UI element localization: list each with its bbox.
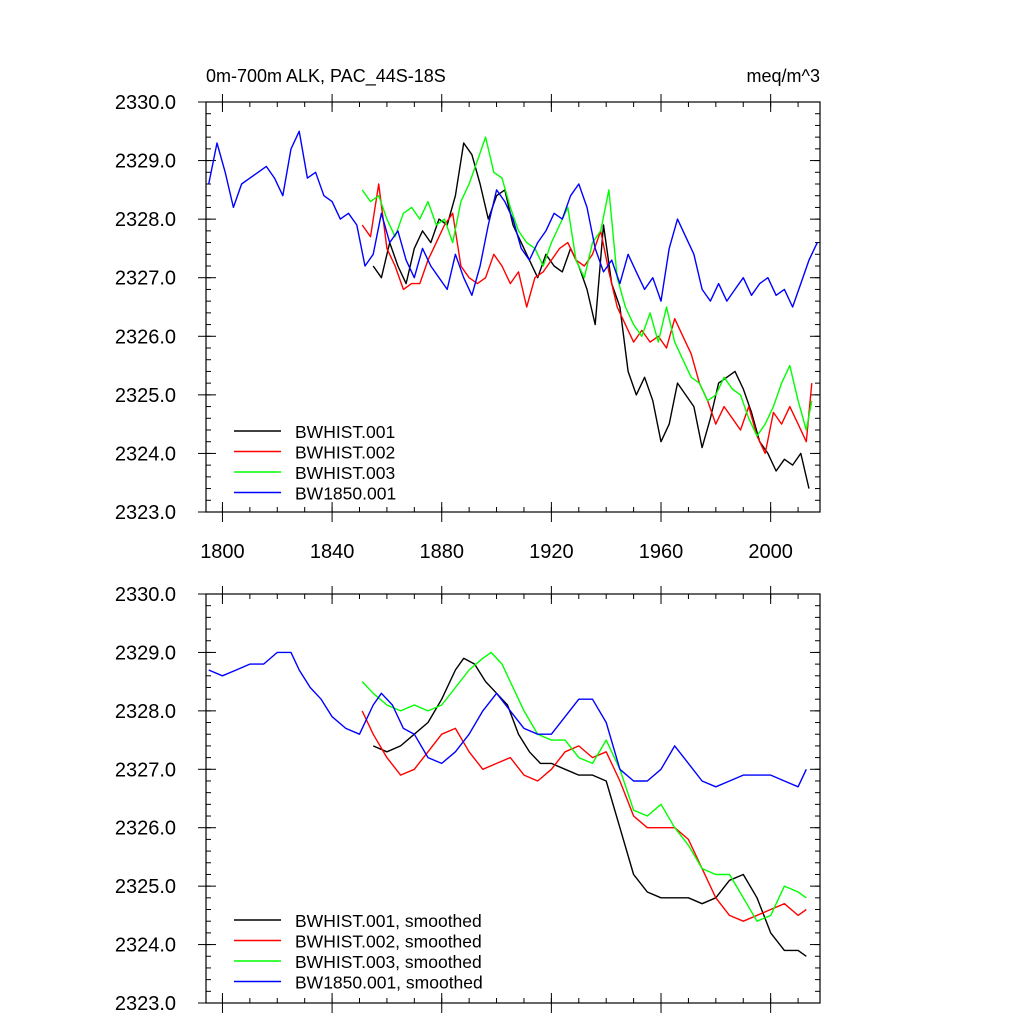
- bottom-y-tick-label: 2328.0: [115, 701, 176, 723]
- top-plot-frame: [205, 101, 821, 513]
- top-x-tick-label: 1960: [639, 541, 684, 563]
- bottom-legend-label-1: BWHIST.001, smoothed: [295, 911, 482, 931]
- bottom-y-tick-label: 2327.0: [115, 759, 176, 781]
- bottom-y-tick-label: 2329.0: [115, 642, 176, 664]
- top-panel: 2323.0 2324.0 2325.0 2326.0 2327.0 2328.0 2329…: [115, 92, 821, 563]
- bottom-series-line-1: [372, 657, 807, 957]
- top-y-tick-label: 2326.0: [115, 326, 176, 348]
- bottom-legend-label-2: BWHIST.002, smoothed: [295, 932, 482, 952]
- top-x-tick-label: 1840: [310, 541, 355, 563]
- top-y-tick-label: 2328.0: [115, 209, 176, 231]
- top-y-tick-label: 2325.0: [115, 385, 176, 407]
- bottom-y-tick-label: 2330.0: [115, 584, 176, 606]
- top-y-tick-label: 2327.0: [115, 268, 176, 290]
- top-y-tick-label: 2324.0: [115, 443, 176, 465]
- bottom-y-tick-label: 2324.0: [115, 935, 176, 957]
- bottom-series-line-3: [361, 651, 807, 922]
- bottom-plot-frame: [205, 593, 821, 1004]
- bottom-panel: 2323.0 2324.0 2325.0 2326.0 2327.0 2328.0 2329…: [115, 584, 821, 1015]
- top-legend-label-3: BWHIST.003: [295, 463, 395, 483]
- top-legend-label-4: BW1850.001: [295, 484, 396, 504]
- bottom-legend-label-3: BWHIST.003, smoothed: [295, 952, 482, 972]
- top-legend-label-1: BWHIST.001: [295, 422, 395, 442]
- top-series-line-2: [361, 183, 813, 455]
- bottom-y-tick-label: 2325.0: [115, 876, 176, 898]
- chart-title-left: 0m-700m ALK, PAC_44S-18S: [206, 66, 446, 87]
- top-series-line-4: [208, 130, 818, 308]
- chart-title-right: meq/m^3: [747, 66, 820, 86]
- bottom-series-line-4: [208, 651, 807, 788]
- top-y-tick-label: 2329.0: [115, 151, 176, 173]
- top-x-tick-label: 2000: [748, 541, 793, 563]
- bottom-y-tick-label: 2323.0: [115, 993, 176, 1015]
- top-y-tick-label: 2323.0: [115, 502, 176, 524]
- top-x-tick-label: 1920: [529, 541, 574, 563]
- top-series-line-1: [372, 142, 810, 489]
- bottom-y-tick-label: 2326.0: [115, 818, 176, 840]
- top-x-tick-label: 1800: [200, 541, 245, 563]
- top-legend-label-2: BWHIST.002: [295, 443, 395, 463]
- top-series-line-3: [361, 136, 813, 437]
- top-x-tick-label: 1880: [419, 541, 464, 563]
- bottom-legend-label-4: BW1850.001, smoothed: [295, 973, 483, 993]
- top-y-tick-label: 2330.0: [115, 92, 176, 114]
- bottom-series-line-2: [361, 710, 807, 922]
